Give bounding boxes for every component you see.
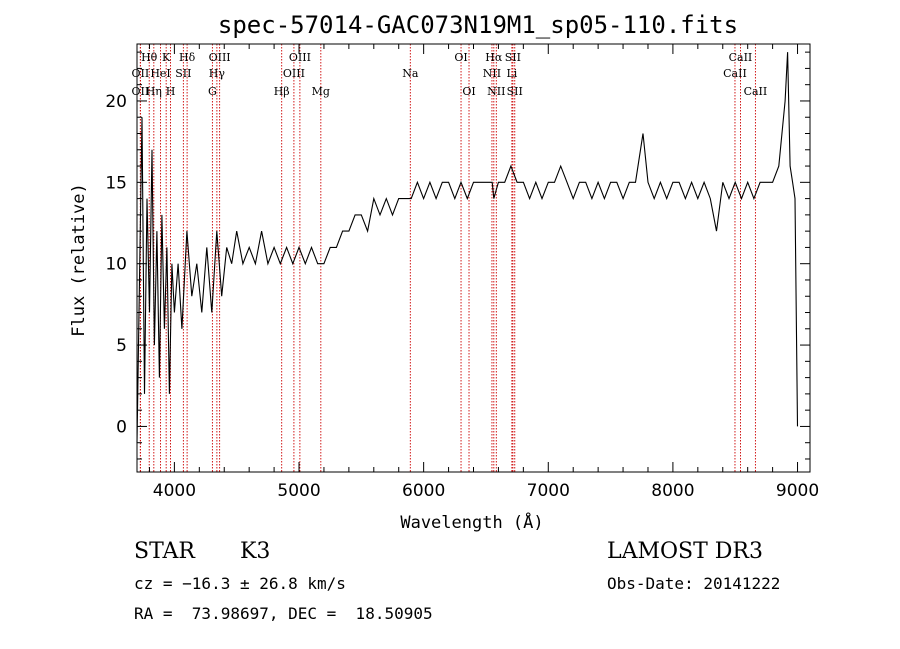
line-marker-label-14: OIII xyxy=(289,51,311,64)
x-tick-label-7000: 7000 xyxy=(527,481,570,501)
line-marker-label-26: CaII xyxy=(729,51,753,64)
line-marker-label-22: Li xyxy=(506,67,517,80)
spectrum-line xyxy=(136,52,799,443)
observation-date: Obs-Date: 20141222 xyxy=(607,574,781,593)
coordinates: RA = 73.98697, DEC = 18.50905 xyxy=(134,604,433,623)
emission-line-labels: HθOIIOIIHηHeIKHSIIHδGHγOIIIHβOIIIOIIIMgN… xyxy=(132,51,768,98)
line-marker-label-12: Hβ xyxy=(274,85,290,98)
line-marker-label-25: CaII xyxy=(723,67,747,80)
y-tick-label-15: 15 xyxy=(105,173,127,193)
x-tick-label-5000: 5000 xyxy=(277,481,320,501)
line-marker-label-9: G xyxy=(208,85,217,98)
line-marker-label-17: OI xyxy=(454,51,467,64)
chart-title: spec-57014-GAC073N19M1_sp05-110.fits xyxy=(218,11,738,39)
y-tick-label-20: 20 xyxy=(105,92,127,112)
x-tick-label-9000: 9000 xyxy=(776,481,819,501)
line-marker-label-18: OI xyxy=(462,85,475,98)
line-marker-label-24: SII xyxy=(507,85,523,98)
y-axis: 0 5 10 15 20 xyxy=(105,51,810,460)
line-marker-label-1: OII xyxy=(132,67,150,80)
x-axis-label: Wavelength (Å) xyxy=(400,511,543,533)
line-marker-label-13: OIII xyxy=(283,67,305,80)
line-marker-label-6: H xyxy=(166,85,176,98)
line-marker-label-27: CaII xyxy=(744,85,768,98)
line-marker-label-15: Mg xyxy=(312,85,330,98)
emission-line-markers xyxy=(139,44,756,472)
line-marker-label-7: SII xyxy=(175,67,191,80)
line-marker-label-20: Hα xyxy=(485,51,503,64)
x-tick-label-4000: 4000 xyxy=(153,481,196,501)
line-marker-label-19: NII xyxy=(483,67,501,80)
line-marker-label-10: Hγ xyxy=(209,67,226,80)
survey-name: LAMOST DR3 xyxy=(607,539,763,564)
line-marker-label-4: HeI xyxy=(150,67,170,80)
object-class: STAR xyxy=(134,539,195,564)
line-marker-label-3: Hη xyxy=(146,85,162,98)
y-tick-label-0: 0 xyxy=(116,417,127,437)
line-marker-label-16: Na xyxy=(402,67,419,80)
object-subclass: K3 xyxy=(240,539,271,564)
plot-frame xyxy=(136,43,811,473)
line-marker-label-21: NII xyxy=(487,85,505,98)
line-marker-label-5: K xyxy=(162,51,171,64)
line-marker-label-0: Hθ xyxy=(141,51,158,64)
line-marker-label-23: SII xyxy=(505,51,521,64)
line-marker-label-11: OIII xyxy=(209,51,231,64)
line-marker-label-2: OII xyxy=(132,85,150,98)
y-axis-label: Flux (relative) xyxy=(69,183,89,337)
redshift-velocity: cz = −16.3 ± 26.8 km/s xyxy=(134,574,346,593)
line-marker-label-8: Hδ xyxy=(179,51,196,64)
x-tick-label-8000: 8000 xyxy=(651,481,694,501)
y-tick-label-5: 5 xyxy=(116,336,127,356)
x-tick-label-6000: 6000 xyxy=(402,481,445,501)
y-tick-label-10: 10 xyxy=(105,255,127,275)
x-axis: 4000 5000 6000 7000 8000 9000 xyxy=(148,44,819,501)
